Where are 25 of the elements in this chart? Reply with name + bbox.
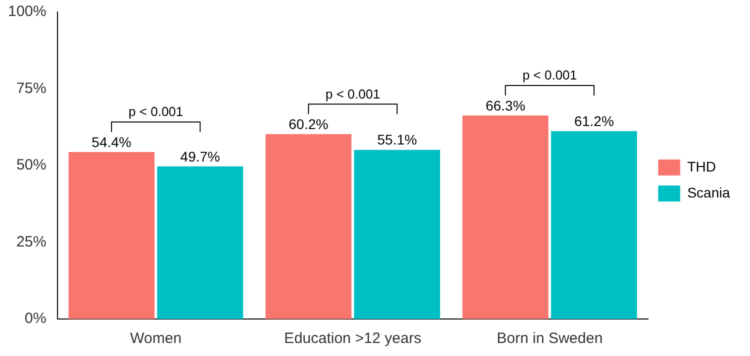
data-label: 61.2% xyxy=(574,112,614,129)
x-tick-label: Women xyxy=(130,330,182,348)
annotation: p < 0.001 xyxy=(325,86,380,102)
bar xyxy=(354,150,440,319)
x-tick-label: Education >12 years xyxy=(284,330,422,348)
legend-label: THD xyxy=(687,158,716,174)
y-tick-label: 75% xyxy=(16,80,46,97)
data-label: 49.7% xyxy=(180,148,220,164)
data-label: 66.3% xyxy=(486,97,526,114)
y-tick-label: 50% xyxy=(16,156,46,174)
data-label: 55.1% xyxy=(377,132,417,148)
bar xyxy=(157,166,244,319)
data-label: 54.4% xyxy=(92,134,132,150)
legend-label: Scania xyxy=(687,184,730,200)
annotation: p < 0.001 xyxy=(522,68,578,83)
annotation: p < 0.001 xyxy=(128,104,184,120)
bar xyxy=(265,134,352,319)
bar xyxy=(68,152,155,319)
y-tick-label: 25% xyxy=(16,233,46,250)
y-tick-label: 100% xyxy=(8,3,46,20)
bar xyxy=(462,115,548,319)
bar xyxy=(551,131,638,319)
y-tick-label: 0% xyxy=(24,310,46,328)
x-tick-label: Born in Sweden xyxy=(496,330,603,348)
data-label: 60.2% xyxy=(288,116,328,132)
